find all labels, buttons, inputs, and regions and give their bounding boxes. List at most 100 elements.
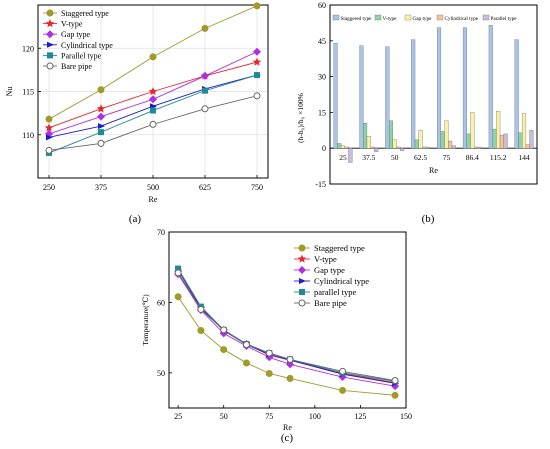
data-point-bare-pipe	[391, 377, 399, 385]
legend-label-v-type: V-type	[61, 20, 83, 29]
y-tick-label: 60	[157, 298, 165, 307]
series-line-staggered-type	[177, 296, 396, 396]
bar-v-type	[492, 128, 497, 149]
bar-gap-type	[496, 111, 501, 149]
data-point-staggered-type	[242, 359, 250, 367]
data-point-parallel-type	[254, 72, 260, 79]
data-point-staggered-type	[265, 370, 273, 378]
bar-v-type	[414, 139, 419, 149]
y-tick-label: 60	[318, 1, 326, 10]
legend-label-gap-type: Gap type	[61, 30, 91, 39]
x-tick-label: 75	[265, 412, 273, 421]
y-tick-label: 30	[318, 73, 326, 82]
bar-staggered-type	[333, 43, 338, 149]
bar-v-type	[388, 120, 393, 149]
chart-panel-c: 25 50 75 100 125 150 50 60 70 Re Temperature(℃) Sta…	[141, 228, 412, 444]
bar-cylindrical-type	[344, 146, 349, 149]
y-tick-label: 70	[157, 228, 165, 237]
y-tick-label: 110	[22, 131, 34, 140]
y-tick-label: 0	[322, 144, 326, 153]
legend-swatch-parallel-type	[482, 14, 490, 21]
x-tick-label: 144	[518, 153, 530, 162]
data-point-staggered-type	[220, 346, 228, 354]
plot-frame	[168, 231, 407, 409]
data-point-staggered-type	[201, 24, 209, 32]
data-point-bare-pipe	[45, 146, 53, 154]
x-tick-label: 750	[251, 183, 263, 192]
bar-v-type	[466, 133, 471, 149]
data-point-parallel-type	[202, 87, 208, 94]
legend-swatch-cylindrical-type	[436, 14, 444, 21]
bar-staggered-type	[411, 39, 416, 149]
bar-parallel-type	[400, 148, 405, 151]
data-point-parallel-type	[175, 265, 182, 272]
bar-parallel-type	[374, 148, 379, 152]
bar-v-type	[518, 132, 523, 149]
data-point-staggered-type	[174, 293, 182, 301]
data-point-bare-pipe	[174, 269, 182, 277]
legend-label-cylindrical-type: Cylindrical type	[61, 41, 113, 50]
legend-marker-parallel-type	[299, 289, 305, 295]
x-tick-label: 62.5	[414, 153, 427, 162]
x-axis-label: Re	[429, 166, 438, 175]
legend-marker-bare-pipe	[46, 62, 54, 70]
legend-marker-gap-type	[298, 266, 306, 274]
legend-label-gap-type: Gap type	[413, 16, 433, 22]
legend-label-bare-pipe: Bare pipe	[61, 62, 92, 71]
bar-v-type	[337, 143, 342, 149]
data-point-parallel-type	[98, 129, 104, 136]
data-point-v-type	[44, 123, 54, 132]
data-point-bare-pipe	[220, 326, 228, 334]
y-tick-label: 50	[157, 369, 165, 378]
bar-staggered-type	[359, 45, 364, 149]
legend-label-v-type: V-type	[314, 254, 337, 264]
data-point-staggered-type	[391, 391, 399, 399]
bar-parallel-type	[425, 146, 430, 149]
legend-label-bare-pipe: Bare pipe	[314, 298, 347, 308]
y-tick-label: 120	[22, 44, 34, 53]
data-point-staggered-type	[197, 327, 205, 335]
bar-parallel-type	[451, 145, 456, 149]
x-tick-label: 375	[95, 183, 107, 192]
data-point-bare-pipe	[242, 341, 250, 349]
legend-swatch-staggered-type	[332, 14, 340, 21]
data-point-parallel-type	[150, 107, 156, 114]
bar-parallel-type	[348, 148, 353, 163]
x-tick-label: 625	[199, 183, 211, 192]
data-point-gap-type	[201, 71, 209, 80]
bar-gap-type	[392, 139, 397, 149]
bar-cylindrical-type	[499, 134, 504, 149]
data-point-gap-type	[149, 95, 157, 104]
bar-parallel-type	[529, 130, 534, 149]
legend-label-cylindrical-type: Cylindrical type	[445, 16, 479, 22]
legend-marker-staggered-type	[298, 244, 306, 252]
bar-staggered-type	[437, 27, 442, 149]
bar-cylindrical-type	[525, 144, 530, 149]
x-tick-label: 25	[174, 412, 182, 421]
plot-frame	[329, 4, 538, 185]
series-line-gap-type	[177, 273, 396, 387]
bar-staggered-type	[514, 39, 519, 149]
bar-gap-type	[340, 145, 345, 149]
data-point-v-type	[96, 104, 106, 113]
data-point-staggered-type	[97, 86, 105, 94]
data-point-bare-pipe	[149, 120, 157, 128]
bar-staggered-type	[385, 46, 390, 149]
legend-label-gap-type: Gap type	[314, 265, 345, 275]
x-tick-label: 75	[443, 153, 451, 162]
legend-marker-v-type	[45, 19, 55, 28]
legend-marker-cylindrical-type	[299, 278, 306, 284]
legend-label-parallel-type: parallel type	[314, 287, 356, 297]
data-point-cylindrical-type	[46, 134, 53, 141]
x-axis-label: Re	[283, 423, 292, 432]
bar-gap-type	[444, 120, 449, 149]
series-line-v-type	[177, 272, 396, 384]
data-point-bare-pipe	[197, 305, 205, 313]
y-axis-label: Nu	[5, 87, 14, 97]
data-point-bare-pipe	[339, 367, 347, 375]
data-point-gap-type	[97, 112, 105, 121]
legend-marker-gap-type	[46, 30, 54, 39]
y-tick-label: 115	[22, 88, 34, 97]
panel-label-b: (b)	[422, 213, 435, 225]
